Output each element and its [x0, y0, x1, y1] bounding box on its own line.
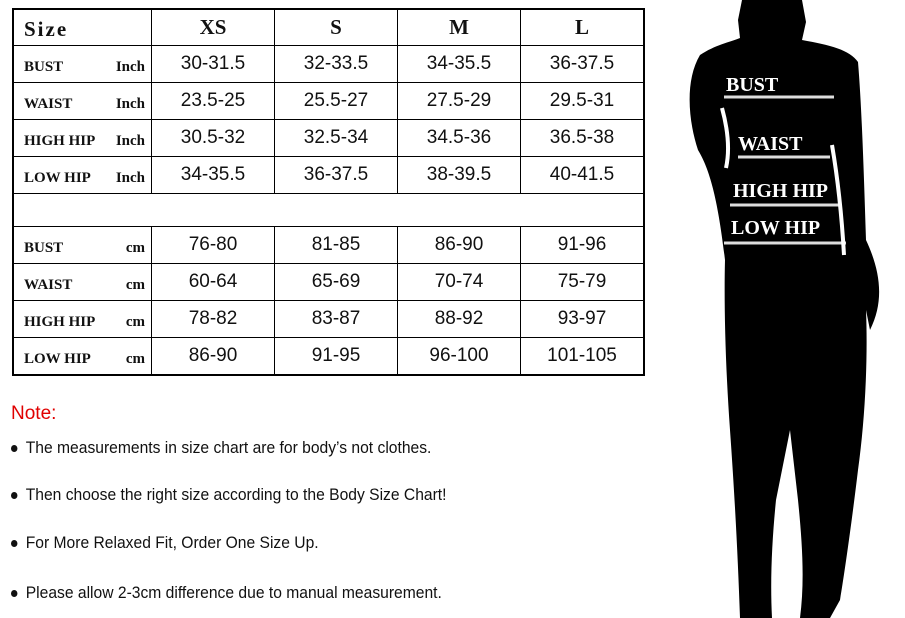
size-value: 38-39.5	[397, 156, 521, 194]
size-value: 65-69	[274, 263, 398, 301]
size-s: S	[274, 8, 398, 46]
bullet-icon	[11, 590, 18, 598]
size-value: 36-37.5	[520, 45, 645, 83]
size-value: 36-37.5	[274, 156, 398, 194]
unit-label: Inch	[115, 96, 145, 112]
size-value: 27.5-29	[397, 82, 521, 120]
measurement-name: HIGH HIP	[24, 314, 96, 330]
size-value: 30-31.5	[151, 45, 275, 83]
size-value: 34-35.5	[397, 45, 521, 83]
unit-label: Inch	[115, 59, 145, 75]
table-row: WAIST cm 60-64 65-69 70-74 75-79	[12, 263, 645, 301]
table-header-row: Size XS S M L	[12, 8, 645, 46]
measurement-name: HIGH HIP	[24, 133, 96, 149]
size-value: 75-79	[520, 263, 645, 301]
silhouette-label-high-hip: HIGH HIP	[733, 180, 829, 202]
bullet-icon	[11, 445, 18, 453]
body-silhouette-icon	[689, 0, 880, 618]
unit-label: cm	[125, 351, 145, 367]
table-row: LOW HIP cm 86-90 91-95 96-100 101-105	[12, 337, 645, 376]
silhouette-label-bust: BUST	[726, 74, 779, 96]
size-value: 101-105	[520, 337, 645, 376]
table-row: BUST cm 76-80 81-85 86-90 91-96	[12, 226, 645, 264]
bullet-icon	[11, 540, 18, 548]
size-value: 93-97	[520, 300, 645, 338]
size-value: 88-92	[397, 300, 521, 338]
measurement-name: WAIST	[24, 96, 73, 112]
note-title: Note:	[11, 403, 57, 424]
measurement-name: LOW HIP	[24, 170, 91, 186]
size-value: 25.5-27	[274, 82, 398, 120]
table-row: LOW HIP Inch 34-35.5 36-37.5 38-39.5 40-41.5	[12, 156, 645, 194]
unit-label: cm	[125, 314, 145, 330]
table-row: HIGH HIP Inch 30.5-32 32.5-34 34.5-36 36.5-38	[12, 119, 645, 157]
measurement-name: BUST	[24, 59, 64, 75]
size-value: 30.5-32	[151, 119, 275, 157]
size-l: L	[520, 8, 645, 46]
measurement-name: WAIST	[24, 277, 73, 293]
size-value: 96-100	[397, 337, 521, 376]
size-value: 60-64	[151, 263, 275, 301]
size-value: 23.5-25	[151, 82, 275, 120]
table-row: HIGH HIP cm 78-82 83-87 88-92 93-97	[12, 300, 645, 338]
size-value: 70-74	[397, 263, 521, 301]
size-value: 32.5-34	[274, 119, 398, 157]
size-value: 36.5-38	[520, 119, 645, 157]
measurement-name: LOW HIP	[24, 351, 91, 367]
unit-label: Inch	[115, 133, 145, 149]
size-header: Size	[24, 17, 69, 41]
size-value: 81-85	[274, 226, 398, 264]
size-m: M	[397, 8, 521, 46]
silhouette-label-waist: WAIST	[738, 133, 803, 155]
size-value: 91-96	[520, 226, 645, 264]
unit-label: cm	[125, 240, 145, 256]
note-item: For More Relaxed Fit, Order One Size Up.	[11, 533, 319, 553]
size-value: 76-80	[151, 226, 275, 264]
table-row: BUST Inch 30-31.5 32-33.5 34-35.5 36-37.5	[12, 45, 645, 83]
size-chart-table: Size XS S M L BUST Inch 30-31.5 32-33.5 34-3…	[12, 8, 645, 376]
bullet-icon	[11, 492, 18, 500]
size-value: 40-41.5	[520, 156, 645, 194]
table-row: WAIST Inch 23.5-25 25.5-27 27.5-29 29.5-31	[12, 82, 645, 120]
unit-label: cm	[125, 277, 145, 293]
silhouette-label-low-hip: LOW HIP	[731, 217, 821, 239]
size-value: 86-90	[397, 226, 521, 264]
measurement-name: BUST	[24, 240, 64, 256]
size-value: 32-33.5	[274, 45, 398, 83]
size-value: 34.5-36	[397, 119, 521, 157]
size-value: 78-82	[151, 300, 275, 338]
size-value: 29.5-31	[520, 82, 645, 120]
size-value: 34-35.5	[151, 156, 275, 194]
note-item: The measurements in size chart are for b…	[11, 438, 431, 458]
size-xs: XS	[151, 8, 275, 46]
size-value: 91-95	[274, 337, 398, 376]
unit-label: Inch	[115, 170, 145, 186]
note-item: Then choose the right size according to …	[11, 485, 447, 505]
separator-row	[12, 193, 645, 227]
size-value: 83-87	[274, 300, 398, 338]
note-item: Please allow 2-3cm difference due to man…	[11, 583, 442, 603]
size-value: 86-90	[151, 337, 275, 376]
